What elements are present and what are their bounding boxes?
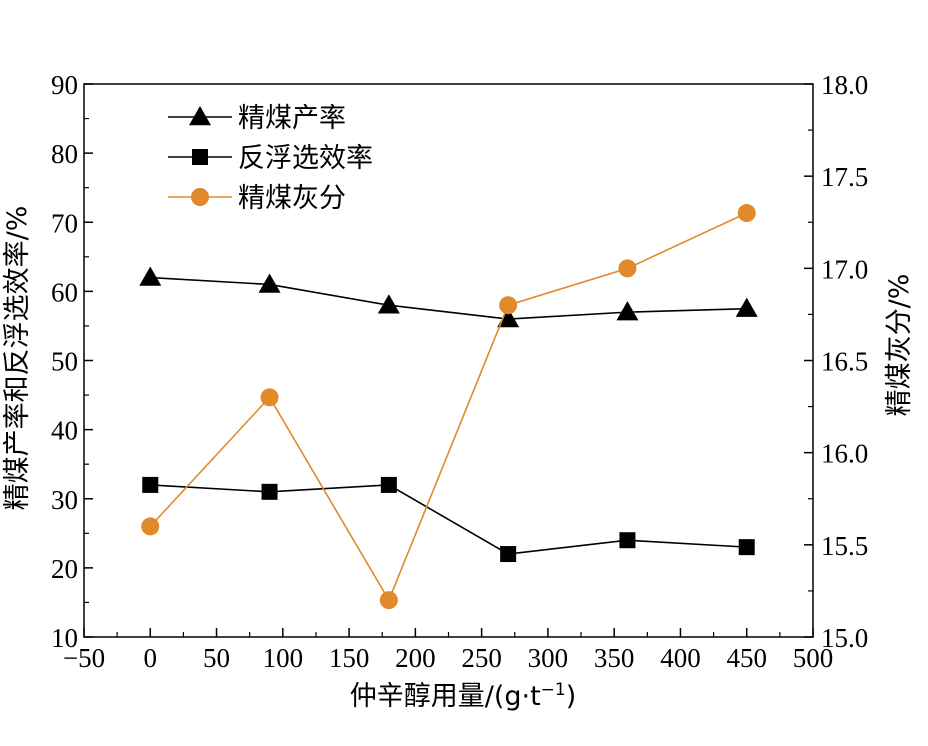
y-left-axis-title: 精煤产率和反浮选效率/% — [2, 206, 33, 511]
y-right-tick-label: 16.0 — [821, 439, 868, 469]
data-point-square — [142, 476, 159, 493]
y-left-tick-label: 50 — [51, 347, 78, 377]
x-tick-label: 150 — [329, 643, 370, 673]
x-tick-label: 200 — [395, 643, 436, 673]
y-right-tick-label: 17.5 — [821, 162, 868, 192]
series-layer — [139, 204, 758, 610]
x-tick-label: 500 — [793, 643, 834, 673]
legend-item: 精煤产率 — [168, 103, 346, 134]
data-point-circle — [379, 591, 398, 610]
data-point-square — [500, 546, 517, 563]
data-point-triangle — [377, 294, 400, 314]
data-point-circle — [499, 296, 518, 315]
x-tick-label: 0 — [144, 643, 158, 673]
axes: −50 0 50 100 150 200 250 300 350 400 450 500 10 20 30 4… — [51, 70, 868, 673]
y-right-tick-label: 16.5 — [821, 347, 868, 377]
data-point-circle — [618, 259, 637, 278]
data-point-triangle — [258, 273, 281, 293]
legend-marker-square — [192, 149, 208, 165]
data-point-square — [738, 539, 755, 556]
y-left-tick-label: 10 — [51, 623, 78, 653]
data-point-circle — [737, 204, 756, 223]
x-axis-title: 仲辛醇用量/(g·t−1) — [350, 680, 577, 712]
x-tick-label: −50 — [63, 643, 105, 673]
y-left-tick-label: 60 — [51, 277, 78, 307]
x-tick-label: 250 — [461, 643, 502, 673]
data-point-triangle — [497, 308, 520, 328]
data-point-triangle — [735, 297, 758, 317]
legend-label: 精煤产率 — [238, 103, 346, 134]
data-point-square — [261, 483, 278, 500]
legend-marker-triangle — [189, 106, 211, 126]
data-point-triangle — [139, 266, 162, 286]
legend-label: 精煤灰分 — [238, 183, 346, 214]
series-triangle — [139, 266, 758, 328]
legend-label: 反浮选效率 — [238, 143, 373, 174]
plot-frame — [83, 83, 814, 638]
y-left-tick-label: 40 — [51, 416, 78, 446]
y-left-tick-label: 80 — [51, 139, 78, 169]
x-axis-title-close: ) — [566, 681, 577, 712]
data-point-square — [619, 532, 636, 549]
series-line-square — [150, 484, 747, 555]
series-line-circle — [149, 212, 748, 602]
y-left-tick-label: 70 — [51, 208, 78, 238]
series-line-triangle — [150, 276, 747, 320]
x-tick-label: 100 — [263, 643, 304, 673]
y-right-tick-label: 15.5 — [821, 531, 868, 561]
data-point-triangle — [616, 301, 639, 321]
y-left-tick-label: 90 — [51, 70, 78, 100]
x-tick-label: 300 — [528, 643, 569, 673]
x-axis-title-sup: −1 — [541, 680, 566, 700]
series-circle — [141, 204, 756, 610]
y-left-tick-label: 30 — [51, 485, 78, 515]
data-point-square — [380, 476, 397, 493]
series-square — [142, 476, 755, 563]
x-tick-label: 400 — [660, 643, 701, 673]
x-tick-label: 350 — [594, 643, 635, 673]
x-tick-label: 50 — [203, 643, 230, 673]
x-axis-title-main: 仲辛醇用量/(g·t — [350, 681, 541, 712]
y-right-tick-label: 17.0 — [821, 254, 868, 284]
legend-item: 反浮选效率 — [168, 143, 373, 174]
data-point-circle — [260, 388, 279, 407]
y-right-tick-label: 18.0 — [821, 70, 868, 100]
x-tick-label: 450 — [726, 643, 767, 673]
y-right-tick-label: 15.0 — [821, 623, 868, 653]
data-point-circle — [141, 517, 160, 536]
y-right-axis-title: 精煤灰分/% — [884, 274, 915, 417]
y-left-tick-label: 20 — [51, 554, 78, 584]
legend-marker-circle — [191, 188, 209, 206]
legend-item: 精煤灰分 — [168, 183, 346, 214]
